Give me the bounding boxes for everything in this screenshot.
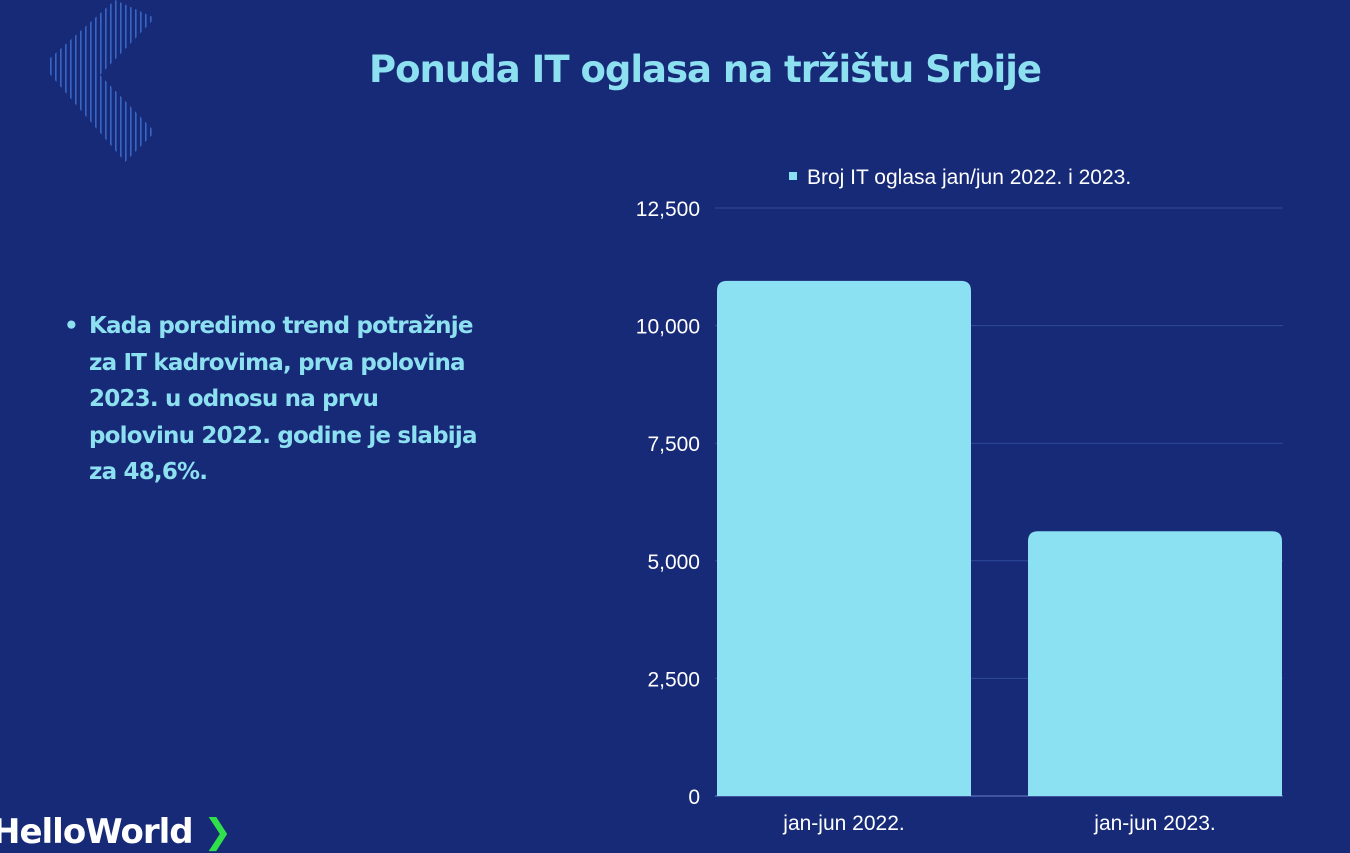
bullet-dot-icon: • — [64, 313, 79, 339]
x-tick-label: jan-jun 2023. — [1093, 812, 1215, 835]
x-tick-label: jan-jun 2022. — [782, 812, 904, 835]
y-tick-label: 12,500 — [636, 198, 700, 221]
y-tick-label: 0 — [688, 786, 700, 809]
bullet-text: Kada poredimo trend potražnje za IT kadr… — [89, 313, 477, 485]
bar — [1028, 531, 1282, 796]
legend-marker — [789, 172, 797, 180]
bullet-point: • Kada poredimo trend potražnje za IT ka… — [64, 308, 484, 491]
legend-label: Broj IT oglasa jan/jun 2022. i 2023. — [807, 166, 1131, 189]
logo-chevron-icon: ❯ — [203, 812, 231, 852]
bar — [717, 280, 971, 796]
helloworld-logo: HelloWorld ❯ — [0, 812, 232, 852]
y-tick-label: 5,000 — [647, 551, 700, 574]
y-tick-label: 10,000 — [636, 316, 700, 339]
y-tick-label: 7,500 — [647, 433, 700, 456]
logo-text: HelloWorld — [0, 812, 194, 852]
page-title: Ponuda IT oglasa na tržištu Srbije — [369, 48, 1042, 91]
y-tick-label: 2,500 — [647, 668, 700, 691]
chevron-decoration-icon — [48, 0, 155, 162]
